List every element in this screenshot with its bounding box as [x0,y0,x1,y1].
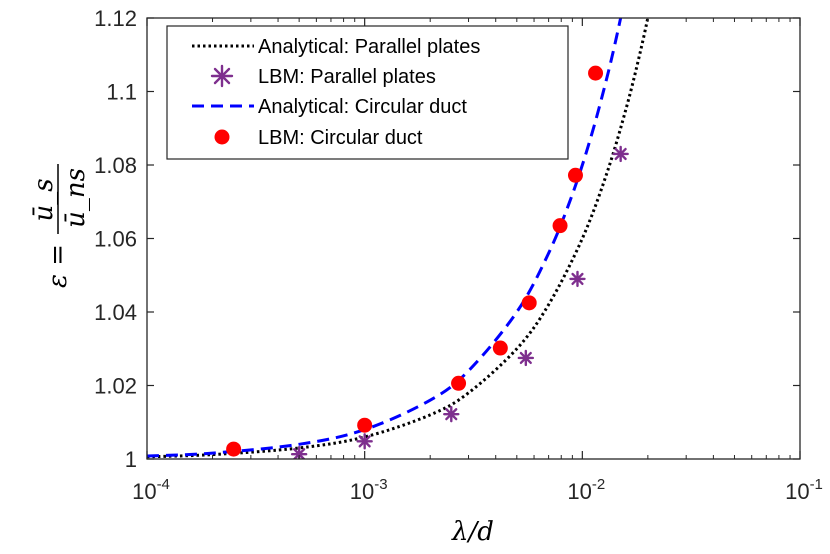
legend-box [166,25,569,160]
point-lbm-parallel [569,270,586,288]
y-tick-label: 1.06 [94,227,137,252]
point-lbm-parallel [612,145,629,163]
y-axis-label: ε = ū_s ū_ns [29,164,91,288]
x-axis-label: λ/d [451,517,494,547]
y-label-denominator: ū_ns [61,168,91,228]
point-lbm-circular [552,218,568,234]
y-tick-label: 1.12 [94,6,137,31]
x-tick-label: 10-1 [785,476,823,504]
point-lbm-circular [567,167,583,183]
legend-entry-analytical-parallel: Analytical: Parallel plates [192,36,480,58]
y-label-lhs: ε = [43,244,73,288]
x-tick-label: 10-3 [350,476,388,504]
legend-swatch-asterisk-marker [210,64,234,88]
series-layer [147,18,650,459]
point-lbm-parallel [443,405,460,423]
legend: Analytical: Parallel plates LBM: Paralle… [166,25,569,160]
y-label-numerator: ū_s [29,178,59,221]
y-tick-label: 1.1 [106,80,137,105]
legend-entry-lbm-parallel: LBM: Parallel plates [210,64,436,88]
x-tick-label: 10-2 [567,476,605,504]
point-lbm-circular [492,340,508,356]
svg-text:10-2: 10-2 [567,476,605,504]
point-lbm-circular [521,295,537,311]
y-tick-label: 1 [125,447,137,472]
svg-text:10-4: 10-4 [132,476,170,504]
legend-label: Analytical: Circular duct [258,96,467,118]
point-lbm-parallel [517,349,535,367]
tick-layer: 1 1.02 1.04 1.06 1.08 1.1 1.12 10-4 10-3 10-2 10-1 [94,6,823,504]
svg-text:10-3: 10-3 [350,476,388,504]
point-lbm-circular [451,375,467,391]
point-lbm-circular [226,441,242,457]
legend-entry-lbm-circular: LBM: Circular duct [214,127,423,149]
y-tick-label: 1.02 [94,374,137,399]
legend-label: LBM: Parallel plates [258,66,436,88]
legend-entry-analytical-circular: Analytical: Circular duct [192,96,467,118]
point-lbm-circular [588,65,604,81]
y-tick-label: 1.08 [94,153,137,178]
x-tick-label: 10-4 [132,476,170,504]
y-tick-label: 1.04 [94,300,137,325]
point-lbm-circular [357,417,373,433]
legend-swatch-circle-marker [214,129,230,145]
svg-text:10-1: 10-1 [785,476,823,504]
point-lbm-parallel [356,433,373,450]
legend-label: Analytical: Parallel plates [258,36,480,58]
series-line-analytical-circular [147,18,623,458]
legend-label: LBM: Circular duct [258,127,423,149]
